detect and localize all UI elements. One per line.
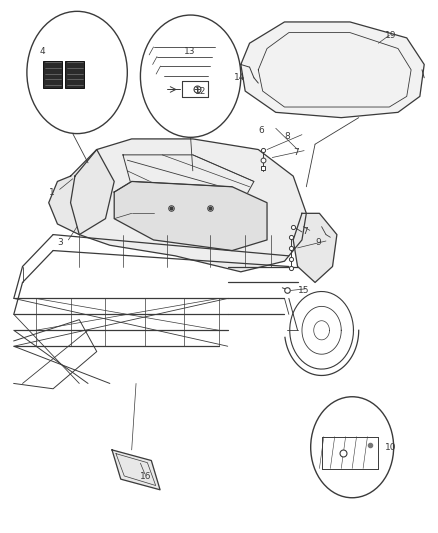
Text: 1: 1 — [49, 188, 54, 197]
Circle shape — [311, 397, 394, 498]
FancyBboxPatch shape — [43, 61, 62, 88]
Polygon shape — [49, 150, 114, 235]
Polygon shape — [241, 22, 424, 118]
Text: 4: 4 — [40, 47, 46, 55]
Text: 6: 6 — [258, 126, 264, 135]
Circle shape — [141, 15, 241, 138]
Polygon shape — [293, 213, 337, 282]
Text: 13: 13 — [184, 47, 196, 55]
Text: 14: 14 — [234, 73, 246, 82]
Text: 9: 9 — [315, 238, 321, 247]
Text: 19: 19 — [385, 31, 396, 40]
Text: 16: 16 — [141, 472, 152, 481]
Circle shape — [27, 11, 127, 134]
Text: 7: 7 — [293, 148, 299, 157]
Text: 15: 15 — [297, 286, 309, 295]
Polygon shape — [114, 181, 267, 251]
Text: 12: 12 — [195, 86, 206, 95]
FancyBboxPatch shape — [65, 61, 84, 88]
Text: 7: 7 — [302, 228, 308, 237]
Text: 10: 10 — [385, 443, 396, 452]
Text: 8: 8 — [285, 132, 290, 141]
Polygon shape — [71, 139, 306, 272]
Polygon shape — [112, 450, 160, 490]
Text: 3: 3 — [57, 238, 63, 247]
